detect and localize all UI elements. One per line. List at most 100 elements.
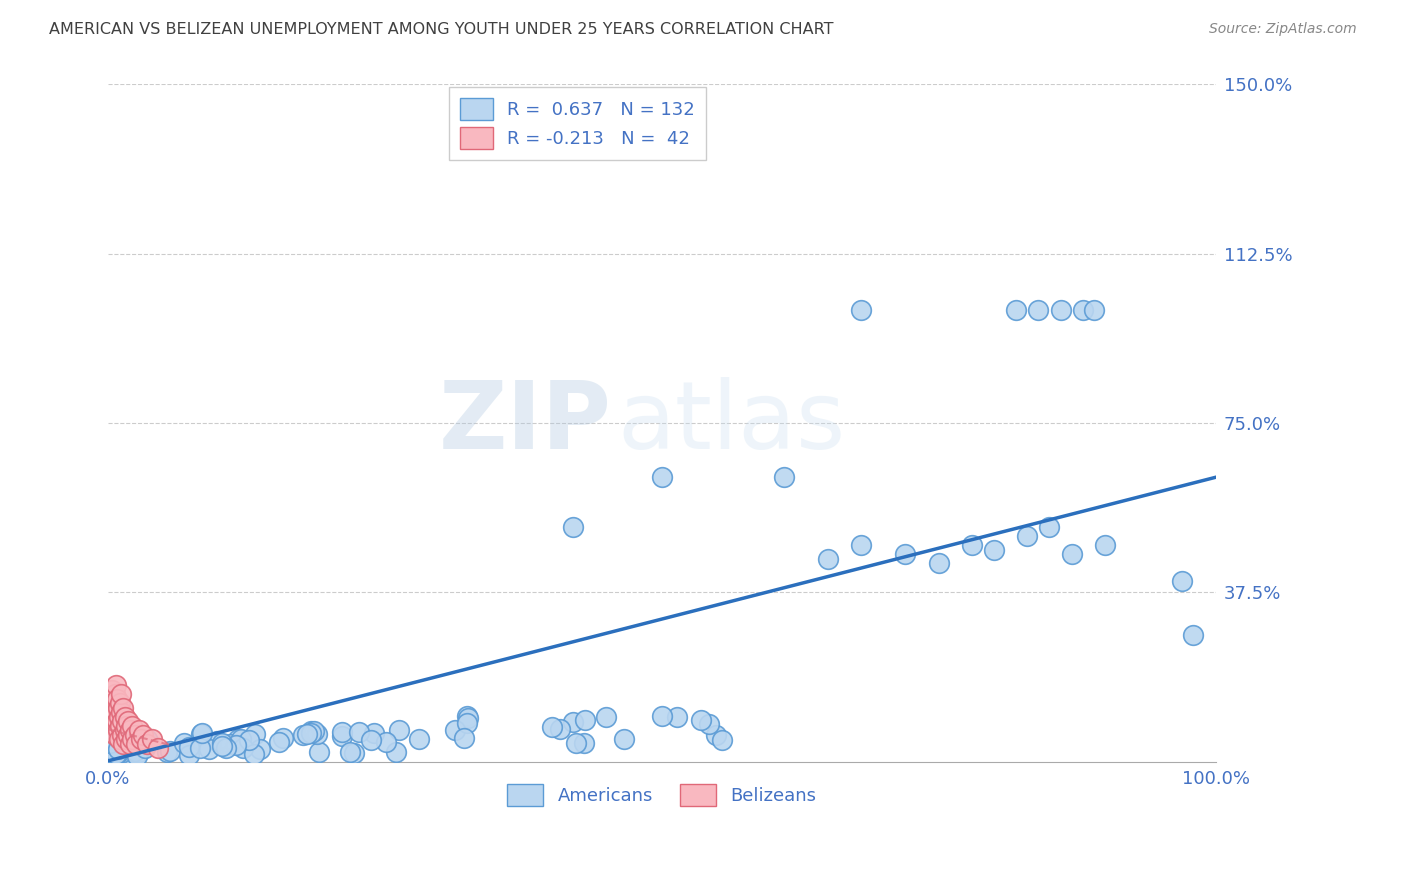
Point: [292, 728, 315, 742]
Point: [136, 733, 159, 747]
Point: [339, 744, 361, 758]
Point: [107, 700, 129, 714]
Point: [124, 728, 146, 742]
Point: [453, 731, 475, 745]
Point: [110, 705, 132, 719]
Point: [665, 709, 688, 723]
Point: [219, 737, 242, 751]
Point: [122, 745, 145, 759]
Point: [104, 687, 127, 701]
Point: [103, 736, 125, 750]
Point: [118, 739, 141, 754]
Point: [121, 749, 143, 764]
Point: [302, 724, 325, 739]
Point: [1017, 529, 1039, 543]
Point: [243, 727, 266, 741]
Point: [103, 719, 125, 733]
Point: [457, 711, 479, 725]
Point: [103, 696, 125, 710]
Point: [249, 742, 271, 756]
Point: [105, 745, 128, 759]
Point: [704, 728, 727, 742]
Point: [104, 678, 127, 692]
Point: [128, 723, 150, 738]
Point: [114, 723, 136, 738]
Point: [117, 728, 139, 742]
Point: [960, 538, 983, 552]
Point: [135, 737, 157, 751]
Point: [98, 691, 121, 706]
Point: [112, 700, 135, 714]
Text: Source: ZipAtlas.com: Source: ZipAtlas.com: [1209, 22, 1357, 37]
Point: [107, 746, 129, 760]
Point: [108, 732, 131, 747]
Point: [114, 732, 136, 747]
Point: [689, 713, 711, 727]
Point: [188, 740, 211, 755]
Point: [651, 470, 673, 484]
Point: [108, 732, 131, 747]
Point: [103, 749, 125, 764]
Point: [444, 723, 467, 738]
Point: [225, 738, 247, 752]
Point: [269, 735, 291, 749]
Point: [134, 740, 156, 755]
Point: [330, 729, 353, 743]
Point: [115, 745, 138, 759]
Point: [308, 745, 330, 759]
Point: [1038, 520, 1060, 534]
Point: [110, 734, 132, 748]
Point: [595, 709, 617, 723]
Point: [1049, 303, 1071, 318]
Point: [128, 745, 150, 759]
Point: [1071, 303, 1094, 318]
Point: [101, 745, 124, 759]
Point: [299, 726, 322, 740]
Point: [124, 737, 146, 751]
Point: [121, 732, 143, 747]
Point: [105, 743, 128, 757]
Point: [613, 731, 636, 746]
Point: [295, 726, 318, 740]
Point: [572, 736, 595, 750]
Point: [456, 709, 478, 723]
Point: [110, 739, 132, 754]
Point: [141, 732, 163, 747]
Point: [108, 696, 131, 710]
Point: [107, 742, 129, 756]
Point: [101, 709, 124, 723]
Point: [114, 719, 136, 733]
Point: [121, 719, 143, 733]
Point: [100, 700, 122, 714]
Point: [111, 735, 134, 749]
Point: [651, 708, 673, 723]
Point: [101, 738, 124, 752]
Point: [117, 714, 139, 728]
Text: atlas: atlas: [617, 377, 846, 469]
Point: [105, 740, 128, 755]
Point: [851, 303, 873, 318]
Point: [548, 722, 571, 736]
Point: [1083, 303, 1105, 318]
Point: [104, 705, 127, 719]
Point: [100, 736, 122, 750]
Point: [697, 716, 720, 731]
Point: [132, 728, 155, 742]
Point: [134, 733, 156, 747]
Point: [120, 723, 142, 738]
Point: [574, 714, 596, 728]
Point: [1028, 303, 1050, 318]
Point: [127, 737, 149, 751]
Point: [98, 737, 121, 751]
Point: [105, 714, 128, 728]
Point: [146, 741, 169, 756]
Point: [118, 734, 141, 748]
Point: [156, 745, 179, 759]
Point: [343, 746, 366, 760]
Point: [124, 744, 146, 758]
Point: [105, 743, 128, 757]
Point: [120, 737, 142, 751]
Point: [894, 547, 917, 561]
Point: [111, 731, 134, 745]
Point: [232, 740, 254, 755]
